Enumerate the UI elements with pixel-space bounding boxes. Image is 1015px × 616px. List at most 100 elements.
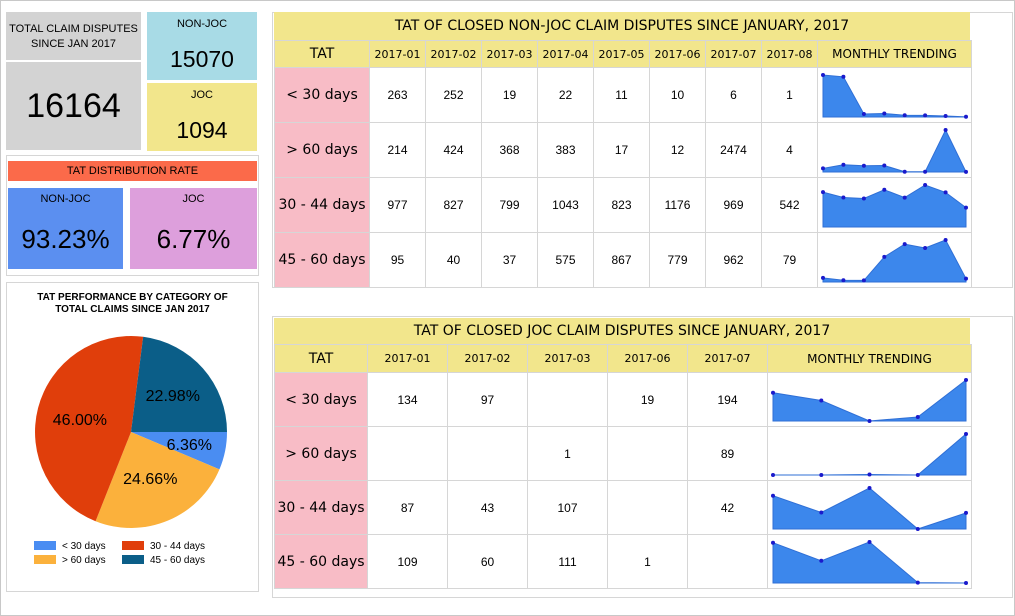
sparkline-point	[915, 527, 920, 531]
month-header: 2017-08	[761, 40, 818, 68]
sparkline-point	[882, 187, 887, 192]
sparkline-point	[821, 190, 825, 195]
sparkline-point	[821, 275, 825, 280]
sparkline-point	[915, 415, 920, 419]
legend-label: < 30 days	[62, 541, 106, 552]
table-cell: 383	[537, 122, 594, 178]
nonjoc-rate-value: 93.23%	[21, 224, 110, 254]
sparkline-point	[882, 163, 887, 168]
table-cell: 111	[527, 534, 608, 589]
sparkline-point	[923, 169, 928, 174]
table-row: 45 - 60 days 95 40 37 575 867 779 962 79	[274, 232, 972, 288]
sparkline	[771, 378, 968, 423]
table-cell: 1	[607, 534, 688, 589]
table-cell: 575	[537, 232, 594, 288]
sparkline-point	[964, 510, 968, 515]
joc-count-card: JOC 1094	[147, 83, 257, 151]
table-cell: 42	[687, 480, 768, 535]
legend-label: 45 - 60 days	[150, 555, 205, 566]
nonjoc-count-card: NON-JOC 15070	[147, 12, 257, 80]
sparkline-point	[964, 581, 968, 585]
table-row: < 30 days 263 252 19 22 11 10 6 1	[274, 67, 972, 123]
sparkline-point	[964, 276, 968, 281]
nonjoc-count-label: NON-JOC	[176, 18, 228, 30]
table-cell: 109	[367, 534, 448, 589]
sparkline-point	[943, 114, 948, 118]
sparkline-point	[943, 128, 948, 132]
rate-title: TAT DISTRIBUTION RATE	[8, 161, 257, 181]
table-cell	[687, 534, 768, 589]
tat-header: TAT	[274, 344, 368, 373]
pie-slice-label: 6.36%	[167, 437, 212, 454]
table-cell: 214	[369, 122, 426, 178]
legend-swatch	[122, 541, 144, 550]
sparkline-point	[923, 183, 928, 187]
joc-table: TAT 2017-01 2017-02 2017-03 2017-06 2017-07 MO…	[274, 344, 972, 589]
sparkline	[771, 540, 968, 585]
sparkline	[821, 183, 968, 228]
table-cell: 19	[481, 67, 538, 123]
table-cell: 79	[761, 232, 818, 288]
sparkline-point	[841, 195, 846, 200]
sparkline-area	[772, 541, 967, 584]
table-cell: 60	[447, 534, 528, 589]
sparkline-point	[861, 278, 866, 283]
table-row: 30 - 44 days 977 827 799 1043 823 1176 969 542	[274, 177, 972, 233]
month-header: 2017-06	[607, 344, 688, 373]
sparkline-point	[861, 196, 866, 201]
sparkline-point	[915, 473, 920, 477]
joc-rate-value: 6.77%	[156, 224, 231, 254]
sparkline-area	[773, 432, 967, 476]
pie-slice-label: 46.00%	[53, 412, 107, 429]
sparkline-point	[819, 510, 824, 515]
total-disputes-card: TOTAL CLAIM DISPUTES SINCE JAN 2017 1616…	[6, 12, 141, 150]
sparkline-cell	[817, 67, 972, 123]
table-cell: 17	[593, 122, 650, 178]
sparkline-point	[964, 432, 968, 436]
sparkline-point	[819, 473, 824, 477]
sparkline-area	[772, 378, 967, 422]
sparkline-point	[964, 205, 968, 210]
table-cell: 867	[593, 232, 650, 288]
table-cell	[447, 426, 528, 481]
sparkline-point	[882, 254, 887, 259]
sparkline-point	[923, 246, 928, 250]
sparkline-point	[819, 558, 824, 563]
row-label: > 60 days	[274, 426, 368, 481]
table-cell: 962	[705, 232, 762, 288]
sparkline-point	[902, 242, 907, 247]
monthly-trending-header: MONTHLY TRENDING	[767, 344, 972, 373]
table-cell: 95	[369, 232, 426, 288]
sparkline-point	[867, 486, 872, 490]
joc-rate-card: JOC 6.77%	[130, 188, 257, 269]
table-cell: 252	[425, 67, 482, 123]
sparkline-area	[822, 239, 967, 283]
table-cell: 368	[481, 122, 538, 178]
sparkline-point	[819, 398, 824, 403]
sparkline-cell	[817, 232, 972, 288]
row-label: < 30 days	[274, 372, 368, 427]
sparkline-point	[867, 472, 872, 477]
sparkline-point	[902, 113, 907, 118]
table-cell: 194	[687, 372, 768, 427]
tat-header: TAT	[274, 40, 370, 68]
sparkline-point	[964, 169, 968, 174]
legend-label: 30 - 44 days	[150, 541, 205, 552]
row-label: 30 - 44 days	[274, 177, 370, 233]
total-disputes-label: TOTAL CLAIM DISPUTES SINCE JAN 2017	[6, 22, 141, 52]
table-cell: 779	[649, 232, 706, 288]
sparkline-point	[943, 238, 948, 242]
sparkline	[771, 432, 968, 477]
divider	[6, 60, 141, 62]
sparkline-point	[821, 73, 825, 77]
table-cell: 799	[481, 177, 538, 233]
table-cell	[527, 372, 608, 427]
legend-swatch	[122, 555, 144, 564]
sparkline	[821, 128, 968, 174]
total-disputes-label-line2: SINCE JAN 2017	[31, 38, 116, 50]
legend-label: > 60 days	[62, 555, 106, 566]
row-label: 30 - 44 days	[274, 480, 368, 535]
sparkline	[771, 486, 968, 531]
table-cell: 4	[761, 122, 818, 178]
sparkline	[821, 238, 968, 283]
